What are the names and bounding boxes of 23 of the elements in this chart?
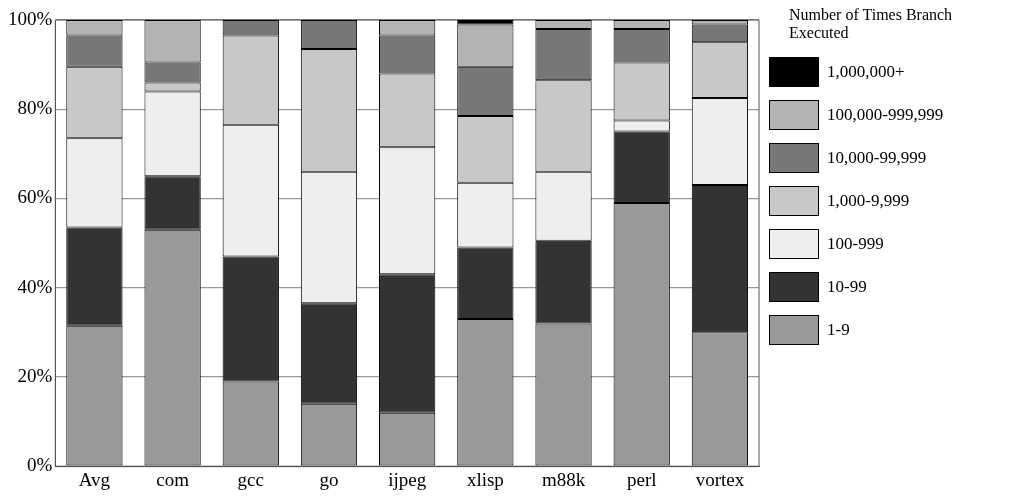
x-tick-label: gcc bbox=[237, 468, 264, 490]
x-tick-label: Avg bbox=[78, 468, 111, 490]
x-tick-label: ijpeg bbox=[388, 468, 427, 490]
y-tick-label: 0% bbox=[27, 454, 53, 476]
legend-label: 100-999 bbox=[827, 233, 884, 254]
legend-label: 10,000-99,999 bbox=[827, 147, 927, 168]
x-tick-label: go bbox=[319, 468, 339, 490]
legend-label: 100,000-999,999 bbox=[827, 104, 944, 125]
y-tick-label: 60% bbox=[17, 186, 53, 208]
x-tick-label: perl bbox=[626, 468, 657, 490]
y-tick-label: 20% bbox=[17, 364, 53, 386]
x-tick-label: com bbox=[156, 468, 190, 490]
legend-label: 10-99 bbox=[827, 276, 867, 297]
legend-title: Number of Times Branch Executed bbox=[789, 6, 954, 42]
x-tick-label: vortex bbox=[695, 468, 745, 490]
y-tick-label: 40% bbox=[17, 275, 53, 297]
y-tick-label: 80% bbox=[17, 97, 53, 119]
legend-label: 1-9 bbox=[827, 319, 850, 340]
x-tick-label: m88k bbox=[541, 468, 586, 490]
y-tick-label: 100% bbox=[8, 7, 53, 29]
x-tick-label: xlisp bbox=[466, 468, 504, 490]
legend-label: 1,000,000+ bbox=[827, 61, 905, 82]
legend-label: 1,000-9,999 bbox=[827, 190, 910, 211]
